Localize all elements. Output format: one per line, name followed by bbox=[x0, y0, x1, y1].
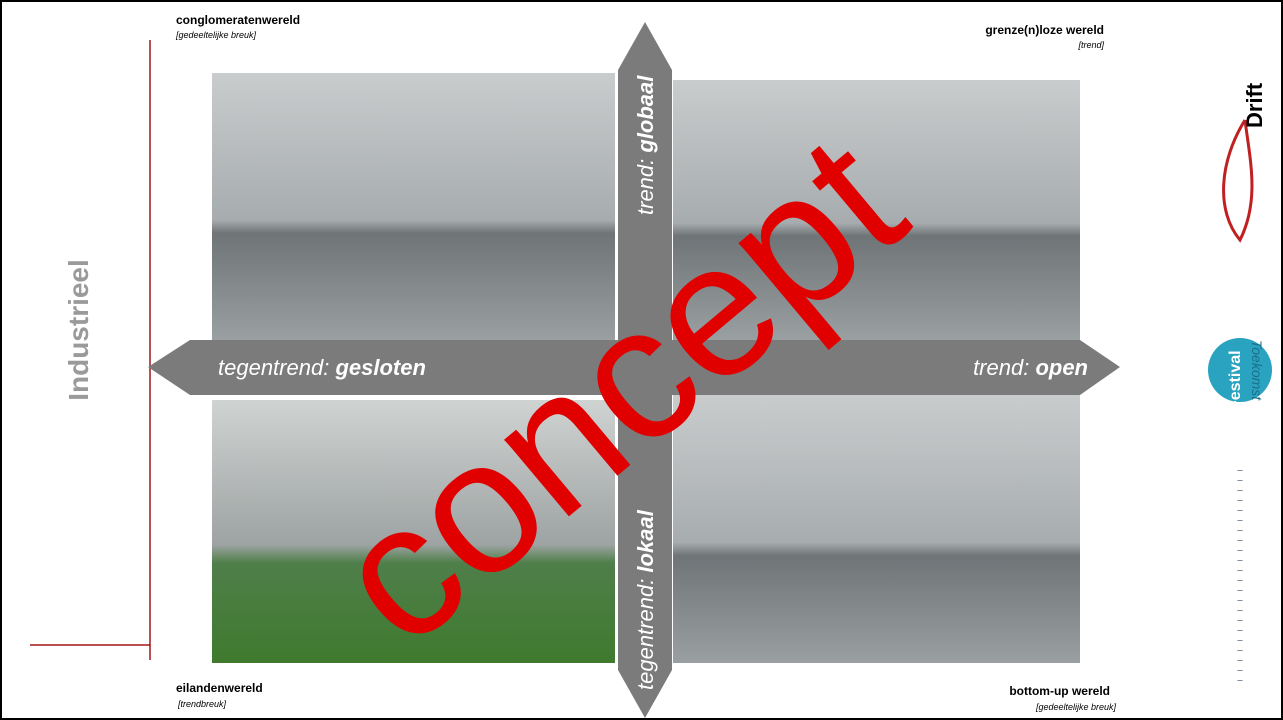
festival-logo bbox=[1208, 338, 1272, 402]
scenario-image bbox=[212, 73, 615, 340]
quadrant-title: bottom-up wereld bbox=[1009, 684, 1110, 698]
scenario-image bbox=[673, 395, 1080, 663]
side-label: Industrieel bbox=[63, 259, 94, 401]
axis-label: trend: globaal bbox=[633, 75, 658, 215]
scenario-image bbox=[212, 400, 615, 663]
quadrant-title: eilandenwereld bbox=[176, 681, 263, 695]
axis-label: trend: open bbox=[973, 355, 1088, 380]
quadrant-subtitle: [trend] bbox=[1077, 40, 1104, 50]
quadrant-subtitle: [trendbreuk] bbox=[177, 699, 227, 709]
quadrant-subtitle: [gedeeltelijke breuk] bbox=[175, 30, 257, 40]
festival-logo-text: Toekomst bbox=[1249, 340, 1265, 401]
axis-label: tegentrend: lokaal bbox=[633, 509, 658, 690]
quadrant-subtitle: [gedeeltelijke breuk] bbox=[1035, 702, 1117, 712]
scenario-image bbox=[673, 80, 1080, 340]
axis-label: tegentrend: gesloten bbox=[218, 355, 426, 380]
vertical-arrow bbox=[618, 22, 672, 718]
drift-logo: Drift bbox=[1242, 82, 1267, 128]
quadrant-title: conglomeratenwereld bbox=[176, 13, 300, 27]
drift-logo-swoosh bbox=[1222, 119, 1254, 243]
quadrant-title: grenze(n)loze wereld bbox=[985, 23, 1104, 37]
festival-logo-text: Festival bbox=[1227, 350, 1244, 410]
